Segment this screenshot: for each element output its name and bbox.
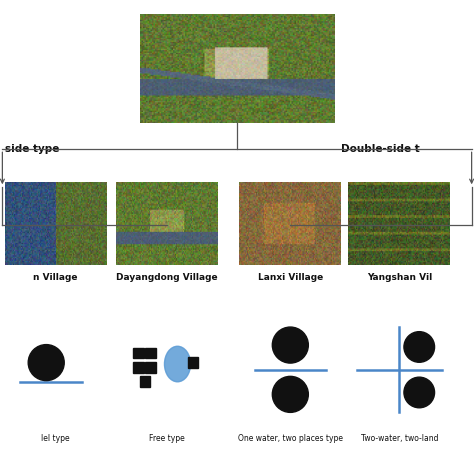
Text: n Village: n Village bbox=[34, 273, 78, 282]
Text: Yangshan Vil: Yangshan Vil bbox=[367, 273, 432, 282]
Text: lel type: lel type bbox=[41, 434, 70, 443]
Text: Free type: Free type bbox=[149, 434, 185, 443]
Text: Two-water, two-land: Two-water, two-land bbox=[361, 434, 438, 443]
Text: Double-side t: Double-side t bbox=[341, 144, 420, 155]
Text: side type: side type bbox=[5, 144, 59, 155]
Text: One water, two places type: One water, two places type bbox=[238, 434, 343, 443]
Text: Dayangdong Village: Dayangdong Village bbox=[116, 273, 218, 282]
Text: Lanxi Village: Lanxi Village bbox=[258, 273, 323, 282]
